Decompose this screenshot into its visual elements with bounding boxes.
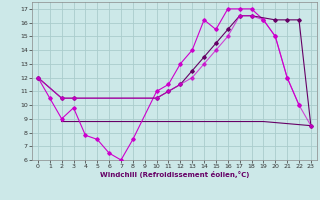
X-axis label: Windchill (Refroidissement éolien,°C): Windchill (Refroidissement éolien,°C) — [100, 171, 249, 178]
